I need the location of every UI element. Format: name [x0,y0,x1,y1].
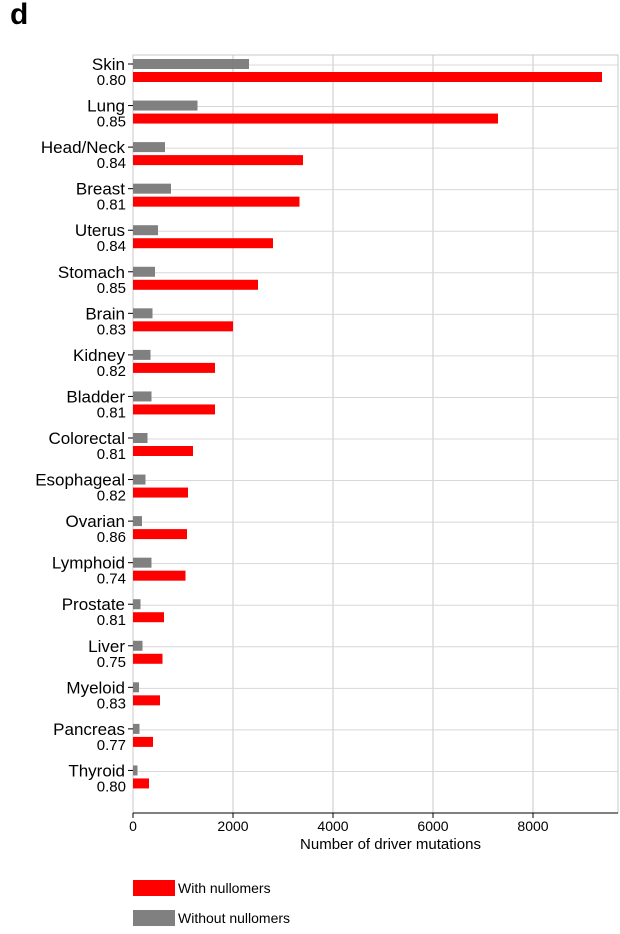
category-score-label: 0.83 [97,321,126,338]
x-tick-label: 2000 [217,818,248,834]
category-score-label: 0.85 [97,280,126,297]
bar-with-nullomers [133,279,258,290]
bar-with-nullomers [133,196,300,207]
bar-with-nullomers [133,570,186,581]
category-label: Liver [88,637,125,656]
category-score-label: 0.84 [97,238,126,255]
bar-with-nullomers [133,238,273,249]
category-score-label: 0.74 [97,571,126,588]
bar-with-nullomers [133,113,498,124]
category-score-label: 0.84 [97,155,126,172]
bar-with-nullomers [133,321,233,332]
bar-without-nullomers [133,599,141,610]
bar-without-nullomers [133,640,143,651]
category-score-label: 0.81 [97,446,126,463]
bar-with-nullomers [133,736,153,747]
category-label: Bladder [66,387,125,406]
bar-without-nullomers [133,308,153,319]
bar-with-nullomers [133,529,187,540]
bar-with-nullomers [133,404,215,415]
category-score-label: 0.82 [97,363,126,380]
category-label: Stomach [58,263,125,282]
grid-layer [132,54,619,814]
bar-without-nullomers [133,391,152,402]
category-score-label: 0.81 [97,612,126,629]
category-score-label: 0.81 [97,404,126,421]
category-label: Breast [76,180,125,199]
category-label: Uterus [75,221,125,240]
plot-frame [132,54,619,814]
category-score-label: 0.81 [97,197,126,214]
category-score-label: 0.75 [97,654,126,671]
legend-label: With nullomers [178,880,271,896]
bar-without-nullomers [133,100,198,111]
x-tick-label: 6000 [417,818,448,834]
panel-label: d [10,0,29,31]
bar-without-nullomers [133,266,155,277]
bar-without-nullomers [133,59,249,69]
category-label: Head/Neck [41,138,126,157]
category-label: Prostate [62,595,125,614]
bar-with-nullomers [133,695,160,706]
category-label: Ovarian [65,512,125,531]
legend-swatch [133,910,175,926]
category-label: Pancreas [53,720,125,739]
bar-without-nullomers [133,682,139,693]
category-score-label: 0.83 [97,695,126,712]
bar-with-nullomers [133,653,163,664]
category-label: Thyroid [68,761,125,780]
bar-with-nullomers [133,778,149,789]
category-score-label: 0.82 [97,488,126,505]
category-score-label: 0.80 [97,778,126,795]
category-label: Lymphoid [52,554,125,573]
category-label: Kidney [73,346,125,365]
bar-without-nullomers [133,225,158,236]
bar-without-nullomers [133,723,140,734]
x-tick-label: 8000 [517,818,548,834]
bar-with-nullomers [133,612,164,623]
bar-with-nullomers [133,362,215,373]
bar-without-nullomers [133,349,151,360]
bar-without-nullomers [133,183,171,194]
category-score-label: 0.85 [97,114,126,131]
category-score-label: 0.86 [97,529,126,546]
legend-label: Without nullomers [178,910,290,926]
bar-with-nullomers [133,446,193,456]
label-layer: Skin0.80Lung0.85Head/Neck0.84Breast0.81U… [35,55,126,795]
category-label: Skin [92,55,125,74]
bar-without-nullomers [133,474,146,485]
x-axis-label: Number of driver mutations [300,836,481,853]
x-tick-label: 4000 [317,818,348,834]
category-label: Colorectal [48,429,125,448]
x-tick-label: 0 [129,818,137,834]
bar-with-nullomers [133,72,602,82]
category-score-label: 0.77 [97,737,126,754]
legend-layer: With nullomers Without nullomers [133,880,290,926]
category-label: Myeloid [66,678,125,697]
category-label: Esophageal [35,471,125,490]
bar-without-nullomers [133,516,142,527]
bar-without-nullomers [133,765,138,776]
bar-with-nullomers [133,487,188,498]
axis-layer: 0 2000 4000 6000 8000 Number of driver mutati… [128,63,618,853]
bar-with-nullomers [133,155,303,166]
category-label: Brain [85,304,125,323]
bar-without-nullomers [133,142,165,153]
legend-swatch [133,880,175,896]
category-label: Lung [87,97,125,116]
bar-without-nullomers [133,557,152,568]
bar-without-nullomers [133,433,148,443]
category-score-label: 0.80 [97,72,126,89]
bar-layer [133,59,602,789]
